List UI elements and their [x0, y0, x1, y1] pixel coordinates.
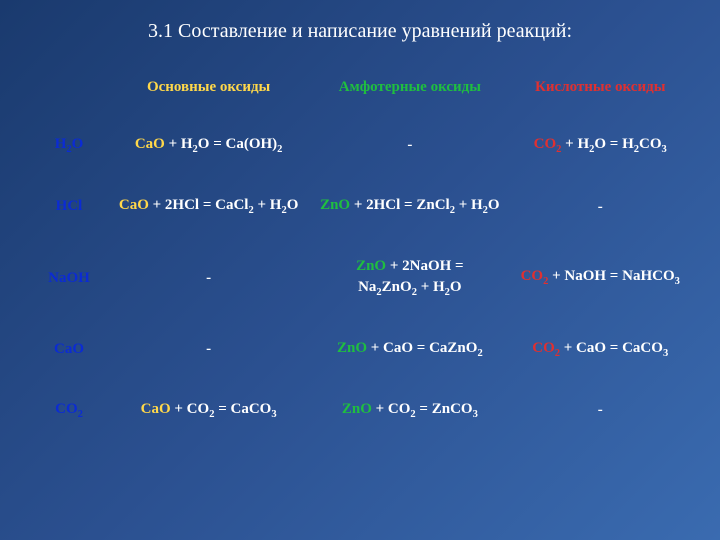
- cell-co2-basic: CaO + CO2 = CaCO3: [108, 391, 309, 430]
- slide: 3.1 Составление и написание уравнений ре…: [0, 0, 720, 450]
- cell-cao-amph: ZnO + CaO = CaZnO2: [309, 330, 510, 369]
- cell-naoh-amph: ZnO + 2NaOH =Na2ZnO2 + H2O: [309, 248, 510, 307]
- cell-h2o-acid: CO2 + H2O = H2CO3: [510, 126, 690, 165]
- cell-cao-acid: CO2 + CaO = CaCO3: [510, 330, 690, 369]
- row-label-naoh: NaOH: [30, 248, 108, 307]
- cell-naoh-basic: -: [108, 248, 309, 307]
- slide-title: 3.1 Составление и написание уравнений ре…: [30, 20, 690, 43]
- oxides-table: Основные оксиды Амфотерные оксиды Кислот…: [30, 71, 690, 430]
- cell-hcl-basic: CaO + 2HCl = CaCl2 + H2O: [108, 187, 309, 226]
- row-label-co2: CO2: [30, 391, 108, 430]
- header-acidic: Кислотные оксиды: [510, 71, 690, 104]
- row-label-hcl: HCl: [30, 187, 108, 226]
- cell-h2o-basic: CaO + H2O = Ca(OH)2: [108, 126, 309, 165]
- header-blank: [30, 71, 108, 104]
- header-amphoteric: Амфотерные оксиды: [309, 71, 510, 104]
- cell-cao-basic: -: [108, 330, 309, 369]
- table-row: H2O CaO + H2O = Ca(OH)2 - CO2 + H2O = H2…: [30, 126, 690, 165]
- table-row: CaO - ZnO + CaO = CaZnO2 CO2 + CaO = CaC…: [30, 330, 690, 369]
- cell-naoh-acid: CO2 + NaOH = NaHCO3: [510, 248, 690, 307]
- row-label-cao: CaO: [30, 330, 108, 369]
- table-header-row: Основные оксиды Амфотерные оксиды Кислот…: [30, 71, 690, 104]
- cell-hcl-acid: -: [510, 187, 690, 226]
- table-row: NaOH - ZnO + 2NaOH =Na2ZnO2 + H2O CO2 + …: [30, 248, 690, 307]
- header-basic: Основные оксиды: [108, 71, 309, 104]
- cell-co2-amph: ZnO + CO2 = ZnCO3: [309, 391, 510, 430]
- table-row: CO2 CaO + CO2 = CaCO3 ZnO + CO2 = ZnCO3 …: [30, 391, 690, 430]
- table-row: HCl CaO + 2HCl = CaCl2 + H2O ZnO + 2HCl …: [30, 187, 690, 226]
- cell-co2-acid: -: [510, 391, 690, 430]
- row-label-h2o: H2O: [30, 126, 108, 165]
- cell-hcl-amph: ZnO + 2HCl = ZnCl2 + H2O: [309, 187, 510, 226]
- cell-h2o-amph: -: [309, 126, 510, 165]
